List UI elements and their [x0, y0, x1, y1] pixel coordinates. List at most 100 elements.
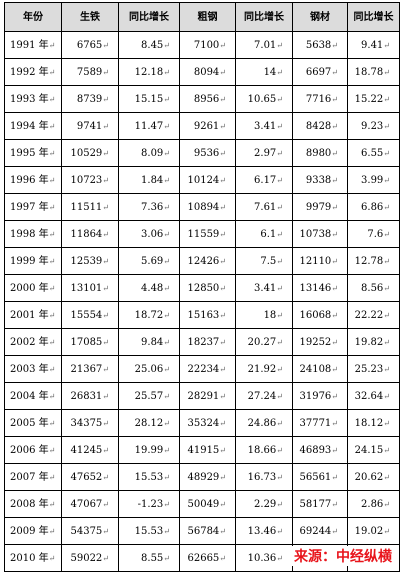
paragraph-mark-icon: ↵: [48, 499, 56, 509]
cell-text: 46893: [299, 444, 332, 456]
paragraph-mark-icon: ↵: [219, 391, 226, 401]
value-cell: 46893↵: [292, 436, 348, 464]
value-cell: 6697↵: [292, 58, 348, 86]
paragraph-mark-icon: ↵: [102, 229, 109, 239]
cell-text: 1.84: [141, 174, 164, 186]
paragraph-mark-icon: ↵: [276, 418, 283, 428]
cell-text: 41915: [187, 444, 220, 456]
paragraph-mark-icon: ↵: [163, 337, 170, 347]
cell-text: 1993 年: [10, 93, 49, 105]
value-cell: 10.36↵: [235, 544, 293, 572]
cell-text: 69244: [299, 525, 332, 537]
paragraph-mark-icon: ↵: [331, 499, 338, 509]
year-cell: 2002 年↵: [4, 328, 62, 356]
paragraph-mark-icon: ↵: [276, 121, 283, 131]
value-cell: 19.82↵: [347, 328, 400, 356]
value-cell: 8956↵: [179, 85, 236, 113]
steel-production-table: 年份 生铁 同比增长 粗钢 同比增长 钢材 同比增长 1991 年↵ 6765↵ 8…: [4, 2, 400, 572]
paragraph-mark-icon: ↵: [383, 364, 390, 374]
paragraph-mark-icon: ↵: [48, 364, 56, 374]
value-cell: 8739↵: [61, 85, 119, 113]
paragraph-mark-icon: ↵: [383, 472, 390, 482]
cell-text: 2.97: [254, 147, 277, 159]
cell-text: 9261: [193, 120, 220, 132]
paragraph-mark-icon: ↵: [102, 175, 109, 185]
paragraph-mark-icon: ↵: [163, 499, 170, 509]
table-header-row: 年份 生铁 同比增长 粗钢 同比增长 钢材 同比增长: [4, 2, 400, 32]
paragraph-mark-icon: ↵: [102, 67, 109, 77]
value-cell: 25.57↵: [118, 382, 180, 410]
paragraph-mark-icon: ↵: [276, 283, 283, 293]
cell-text: 7100: [193, 39, 220, 51]
table-row: 1991 年↵ 6765↵ 8.45↵ 7100↵ 7.01↵ 5638↵ 9.41↵: [4, 31, 400, 59]
year-cell: 1996 年↵: [4, 166, 62, 194]
cell-text: 5.69: [141, 255, 164, 267]
paragraph-mark-icon: ↵: [102, 256, 109, 266]
cell-text: 28291: [187, 390, 220, 402]
value-cell: 8.56↵: [347, 274, 400, 302]
paragraph-mark-icon: ↵: [48, 148, 56, 158]
paragraph-mark-icon: ↵: [383, 94, 390, 104]
year-cell: 1997 年↵: [4, 193, 62, 221]
paragraph-mark-icon: ↵: [219, 256, 226, 266]
paragraph-mark-icon: ↵: [102, 526, 109, 536]
paragraph-mark-icon: ↵: [383, 148, 390, 158]
paragraph-mark-icon: ↵: [102, 472, 109, 482]
value-cell: 6765↵: [61, 31, 119, 59]
header-steel-products-growth: 同比增长: [347, 2, 400, 32]
value-cell: 12.18↵: [118, 58, 180, 86]
paragraph-mark-icon: ↵: [383, 526, 390, 536]
paragraph-mark-icon: ↵: [383, 418, 390, 428]
paragraph-mark-icon: ↵: [219, 283, 226, 293]
header-pig-iron: 生铁: [61, 2, 119, 32]
value-cell: 9261↵: [179, 112, 236, 140]
value-cell: 8980↵: [292, 139, 348, 167]
year-cell: 1994 年↵: [4, 112, 62, 140]
paragraph-mark-icon: ↵: [331, 256, 338, 266]
cell-text: 13146: [299, 282, 332, 294]
value-cell: 31976↵: [292, 382, 348, 410]
cell-text: 18.78: [354, 66, 384, 78]
paragraph-mark-icon: ↵: [383, 229, 390, 239]
paragraph-mark-icon: ↵: [48, 472, 56, 482]
cell-text: 22234: [187, 363, 220, 375]
value-cell: 18↵: [235, 301, 293, 329]
cell-text: 21367: [70, 363, 103, 375]
value-cell: 21367↵: [61, 355, 119, 383]
year-cell: 1999 年↵: [4, 247, 62, 275]
paragraph-mark-icon: ↵: [219, 472, 226, 482]
cell-text: 9338: [305, 174, 332, 186]
value-cell: 56561↵: [292, 463, 348, 491]
value-cell: 7716↵: [292, 85, 348, 113]
paragraph-mark-icon: ↵: [331, 337, 338, 347]
value-cell: 41915↵: [179, 436, 236, 464]
value-cell: 15.15↵: [118, 85, 180, 113]
value-cell: 50049↵: [179, 490, 236, 518]
paragraph-mark-icon: ↵: [48, 229, 56, 239]
cell-text: 18237: [187, 336, 220, 348]
cell-text: 6.17: [254, 174, 277, 186]
value-cell: 14↵: [235, 58, 293, 86]
value-cell: 7589↵: [61, 58, 119, 86]
header-crude-steel-growth: 同比增长: [235, 2, 293, 32]
cell-text: 54375: [70, 525, 103, 537]
value-cell: 9536↵: [179, 139, 236, 167]
cell-text: 1997 年: [10, 201, 49, 213]
value-cell: 7.6↵: [347, 220, 400, 248]
table-row: 1996 年↵ 10723↵ 1.84↵ 10124↵ 6.17↵ 9338↵ 3.99↵: [4, 166, 400, 194]
paragraph-mark-icon: ↵: [383, 67, 390, 77]
cell-text: 7.61: [254, 201, 277, 213]
cell-text: 9536: [193, 147, 220, 159]
value-cell: 9338↵: [292, 166, 348, 194]
cell-text: 19.82: [354, 336, 384, 348]
value-cell: 9741↵: [61, 112, 119, 140]
paragraph-mark-icon: ↵: [48, 40, 56, 50]
paragraph-mark-icon: ↵: [276, 553, 283, 563]
value-cell: 9979↵: [292, 193, 348, 221]
paragraph-mark-icon: ↵: [48, 445, 56, 455]
cell-text: 59022: [70, 552, 103, 564]
value-cell: 20.62↵: [347, 463, 400, 491]
value-cell: 18.66↵: [235, 436, 293, 464]
year-cell: 2010 年↵: [4, 544, 62, 572]
value-cell: 2.97↵: [235, 139, 293, 167]
